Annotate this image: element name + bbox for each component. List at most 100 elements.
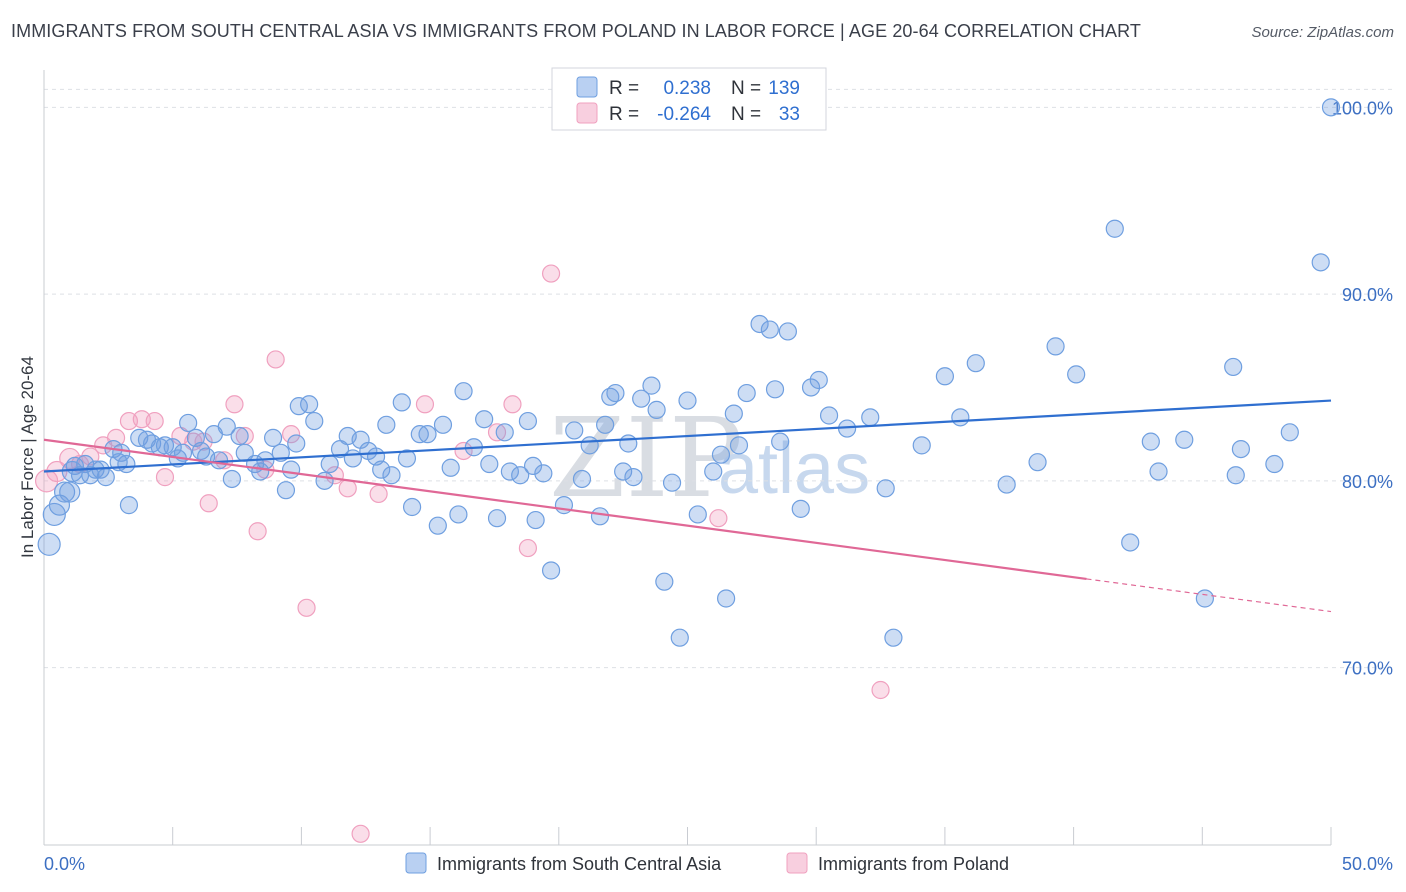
south-central-asia-point (1265, 454, 1284, 474)
poland-point (415, 395, 435, 414)
y-tick-labels: 70.0% 80.0% 90.0% 100.0% (1332, 98, 1393, 678)
south-central-asia-point (410, 425, 429, 444)
legend-swatch-pink (576, 102, 598, 124)
south-central-asia-point (276, 481, 296, 500)
south-central-asia-point (217, 417, 236, 436)
south-central-asia-point (534, 464, 553, 483)
chart-title: IMMIGRANTS FROM SOUTH CENTRAL ASIA VS IM… (11, 21, 1142, 41)
poland-point (297, 598, 316, 617)
poland-point (709, 509, 728, 528)
south-central-asia-point (480, 454, 499, 474)
south-central-asia-point (760, 320, 779, 339)
south-central-asia-point (596, 415, 615, 434)
south-central-asia-point (565, 421, 584, 440)
south-central-asia-point (750, 314, 769, 334)
south-central-asia-point (1105, 219, 1124, 238)
bottom-legend-label-blue: Immigrants from South Central Asia (437, 854, 722, 874)
legend-n-value-blue: 139 (768, 78, 800, 99)
south-central-asia-point (475, 410, 494, 429)
poland-point (282, 425, 301, 444)
trend-line-poland (43, 438, 1087, 581)
south-central-asia-point (951, 408, 970, 427)
south-central-asia-point (572, 469, 592, 489)
poland-point (487, 423, 507, 442)
south-central-asia-point (1231, 439, 1251, 459)
bottom-legend-swatch-blue (405, 852, 427, 874)
south-central-asia-point (300, 395, 319, 414)
south-central-asia-point (580, 436, 599, 455)
south-central-asia-point (765, 380, 785, 399)
south-central-asia-point (397, 449, 417, 468)
south-central-asia-point (42, 502, 66, 527)
poland-point (145, 411, 164, 431)
bottom-legend-label-pink: Immigrants from Poland (818, 854, 1009, 874)
south-central-asia-point (801, 378, 821, 397)
south-central-asia-point (1046, 337, 1065, 356)
legend-r-label-pink: R = (609, 104, 639, 125)
south-central-asia-point (402, 497, 422, 517)
south-central-asia-point (771, 432, 790, 451)
x-tick-label-max: 50.0% (1342, 854, 1393, 874)
south-central-asia-point (678, 391, 697, 410)
legend-r-label-blue: R = (609, 78, 639, 99)
y-axis-label: In Labor Force | Age 20-64 (18, 356, 37, 558)
south-central-asia-point (343, 449, 362, 468)
south-central-asia-point (1067, 365, 1086, 384)
legend-r-value-blue: 0.238 (663, 78, 711, 99)
south-central-asia-point (642, 376, 661, 395)
south-central-asia-point (819, 406, 839, 425)
south-central-asia-point (449, 505, 468, 524)
south-central-asia-point (1121, 533, 1140, 552)
legend-swatch-blue (576, 76, 598, 98)
poland-point (351, 824, 370, 843)
south-central-asia-point (418, 425, 437, 444)
south-central-asia-point (287, 434, 306, 453)
south-central-asia-point (119, 496, 139, 515)
south-central-asia-point (737, 383, 756, 403)
south-central-asia-point (541, 561, 561, 580)
south-central-asia-point (655, 572, 674, 591)
x-tick-label-min: 0.0% (44, 854, 85, 874)
south-central-asia-point (1226, 466, 1245, 485)
south-central-asia-point (495, 423, 514, 442)
south-central-asia-point (53, 481, 76, 503)
south-central-asia-point (809, 370, 828, 390)
poland-point (155, 468, 175, 487)
south-central-asia-point (526, 510, 545, 530)
south-central-asia-point (704, 462, 723, 481)
poland-point (541, 264, 561, 283)
trend-line-south-central-asia (43, 399, 1332, 473)
south-central-asia-point (61, 460, 83, 483)
south-central-asia-point (717, 589, 736, 608)
south-central-asia-point (912, 436, 931, 455)
bottom-legend: Immigrants from South Central Asia Immig… (405, 852, 1009, 874)
poland-point (503, 395, 522, 414)
south-central-asia-point (382, 466, 401, 485)
south-central-asia-point (778, 322, 797, 341)
y-tick-label: 100.0% (1332, 98, 1393, 118)
south-central-asia-point (320, 454, 339, 474)
south-central-asia-point (222, 469, 242, 489)
watermark-zip: ZIP (549, 394, 743, 522)
legend-n-label-pink: N = (731, 104, 761, 125)
south-central-asia-point (711, 445, 731, 464)
poland-point (518, 538, 538, 558)
poland-point (248, 522, 267, 541)
south-central-asia-point (282, 460, 301, 479)
south-central-asia-point (315, 471, 334, 490)
south-central-asia-point (433, 415, 453, 434)
y-tick-label: 90.0% (1342, 285, 1393, 305)
south-central-asia-point (230, 426, 249, 446)
south-central-asia-point (1321, 98, 1341, 117)
south-central-asia-point (729, 436, 749, 455)
south-central-asia-point (619, 434, 638, 453)
south-central-asia-point (632, 389, 651, 408)
x-ticks (43, 827, 1332, 845)
south-central-asia-point (1149, 462, 1168, 481)
south-central-asia-point (884, 628, 903, 647)
south-central-asia-point (1141, 432, 1160, 451)
south-central-asia-point (935, 367, 955, 386)
legend-n-label-blue: N = (731, 78, 761, 99)
south-central-asia-point (209, 451, 229, 470)
south-central-asia-point (1311, 253, 1330, 272)
